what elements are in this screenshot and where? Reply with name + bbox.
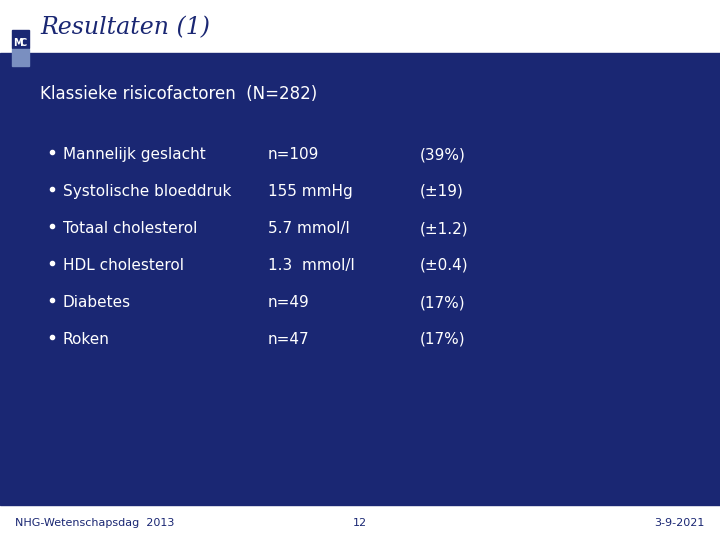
Text: Systolische bloeddruk: Systolische bloeddruk: [63, 184, 231, 199]
Text: NHG-Wetenschapsdag  2013: NHG-Wetenschapsdag 2013: [15, 517, 174, 528]
Text: (±0.4): (±0.4): [420, 258, 469, 273]
Text: 1.3  mmol/l: 1.3 mmol/l: [268, 258, 355, 273]
Text: (17%): (17%): [420, 332, 466, 347]
Text: Klassieke risicofactoren  (N=282): Klassieke risicofactoren (N=282): [40, 85, 318, 103]
Text: Diabetes: Diabetes: [63, 295, 131, 310]
Text: Roken: Roken: [63, 332, 110, 347]
Bar: [12, 30, 29, 48]
Text: (±1.2): (±1.2): [420, 221, 469, 236]
Text: HDL cholesterol: HDL cholesterol: [63, 258, 184, 273]
Text: (±19): (±19): [420, 184, 464, 199]
Text: C: C: [20, 38, 27, 48]
Bar: [0, 55, 720, 505]
Text: (39%): (39%): [420, 147, 466, 162]
Text: Totaal cholesterol: Totaal cholesterol: [63, 221, 197, 236]
Text: U: U: [20, 21, 28, 31]
Text: Resultaten (1): Resultaten (1): [40, 16, 210, 39]
Text: 12: 12: [353, 517, 367, 528]
Text: 155 mmHg: 155 mmHg: [268, 184, 353, 199]
Bar: [12, 49, 29, 66]
Text: (17%): (17%): [420, 295, 466, 310]
Text: n=109: n=109: [268, 147, 320, 162]
Text: L: L: [13, 21, 19, 31]
Text: 5.7 mmol/l: 5.7 mmol/l: [268, 221, 350, 236]
Text: Mannelijk geslacht: Mannelijk geslacht: [63, 147, 206, 162]
Text: 3-9-2021: 3-9-2021: [654, 517, 705, 528]
Bar: [0, 53, 720, 57]
Text: M: M: [13, 38, 22, 48]
Text: n=49: n=49: [268, 295, 310, 310]
Text: n=47: n=47: [268, 332, 310, 347]
